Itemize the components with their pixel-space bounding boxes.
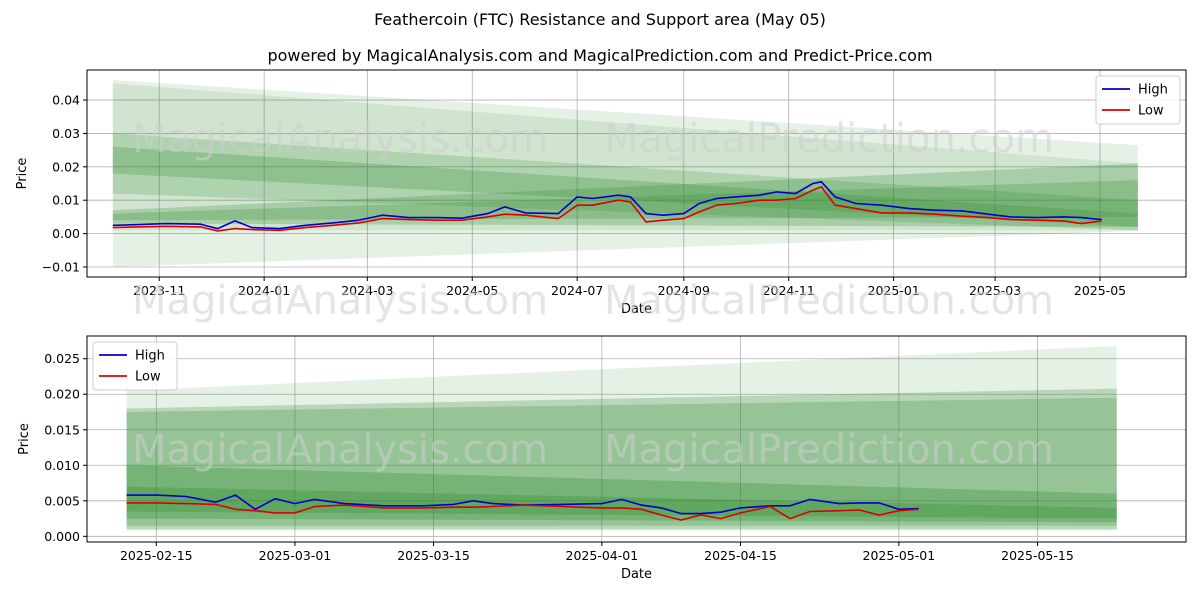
legend-label-low: Low xyxy=(135,370,161,385)
series-line-high xyxy=(126,494,919,515)
y-tick-label: 0.005 xyxy=(44,493,80,508)
watermark-text: MagicalPrediction.com xyxy=(604,427,1054,473)
series-line-low xyxy=(126,502,919,521)
band-area xyxy=(126,486,1117,519)
x-tick-label: 2025-05 xyxy=(1074,283,1126,298)
x-tick-label: 2024-11 xyxy=(763,283,815,298)
watermark-text: MagicalPrediction.com xyxy=(604,278,1054,324)
y-axis-label: Price xyxy=(17,423,32,455)
y-tick-label: 0.020 xyxy=(44,387,80,402)
x-tick-label: 2025-03-01 xyxy=(259,548,332,563)
watermark-text: MagicalAnalysis.com xyxy=(132,278,548,324)
y-tick-label: −0.01 xyxy=(42,259,80,274)
x-tick-label: 2025-05-15 xyxy=(1001,548,1074,563)
y-tick-label: 0.015 xyxy=(44,422,80,437)
band-area xyxy=(126,388,1117,530)
band-area xyxy=(112,146,1138,227)
chart-1: 2023-11 2024-01 2024-03 2024-05 2024-07 2024-… xyxy=(15,69,1187,317)
y-tick-label: 0.025 xyxy=(44,351,80,366)
series-line-high xyxy=(112,180,1102,230)
x-tick-label: 2025-02-15 xyxy=(120,548,193,563)
chart-2: 2025-02-15 2025-03-01 2025-03-15 2025-04-01… xyxy=(17,335,1187,582)
band-area xyxy=(126,397,1117,526)
x-tick-label: 2024-09 xyxy=(658,283,710,298)
x-tick-label: 2024-05 xyxy=(446,283,498,298)
legend-label-high: High xyxy=(1138,83,1168,98)
chart-subtitle: powered by MagicalAnalysis.com and Magic… xyxy=(267,46,933,65)
legend-box xyxy=(92,341,178,391)
chart-suptitle: Feathercoin (FTC) Resistance and Support… xyxy=(374,10,826,29)
x-tick-label: 2025-03-15 xyxy=(397,548,470,563)
x-tick-label: 2023-11 xyxy=(133,283,185,298)
legend: High Low xyxy=(1095,75,1181,125)
y-axis-label: Price xyxy=(15,158,30,190)
band-area xyxy=(112,163,1138,227)
legend-box xyxy=(1095,75,1181,125)
y-tick-label: 0.010 xyxy=(44,458,80,473)
x-tick-label: 2024-07 xyxy=(551,283,603,298)
x-axis-label: Date xyxy=(621,302,652,317)
watermark-text: MagicalPrediction.com xyxy=(604,116,1054,162)
y-tick-label: 0.04 xyxy=(52,93,80,108)
plot-frame xyxy=(86,335,1187,543)
legend: High Low xyxy=(92,341,178,391)
y-tick-label: 0.02 xyxy=(52,159,80,174)
x-tick-label: 2025-04-01 xyxy=(566,548,639,563)
x-tick-label: 2025-04-15 xyxy=(704,548,777,563)
series-line-low xyxy=(112,185,1102,232)
legend-label-low: Low xyxy=(1138,104,1164,119)
y-tick-label: 0.03 xyxy=(52,126,80,141)
plot-frame xyxy=(86,69,1187,278)
legend-label-high: High xyxy=(135,349,165,364)
band-area xyxy=(126,345,1117,531)
x-axis-label: Date xyxy=(621,567,652,582)
x-tick-label: 2024-03 xyxy=(341,283,393,298)
x-tick-label: 2025-01 xyxy=(868,283,920,298)
band-area xyxy=(112,133,1138,231)
x-tick-label: 2024-01 xyxy=(238,283,290,298)
band-area xyxy=(112,180,1138,221)
y-tick-label: 0.000 xyxy=(44,529,80,544)
x-tick-label: 2025-03 xyxy=(969,283,1021,298)
y-tick-label: 0.01 xyxy=(52,193,80,208)
x-tick-label: 2025-05-01 xyxy=(863,548,936,563)
y-tick-label: 0.00 xyxy=(52,226,80,241)
watermark-text: MagicalAnalysis.com xyxy=(132,427,548,473)
band-area xyxy=(112,83,1138,231)
watermark-text: MagicalAnalysis.com xyxy=(132,116,548,162)
